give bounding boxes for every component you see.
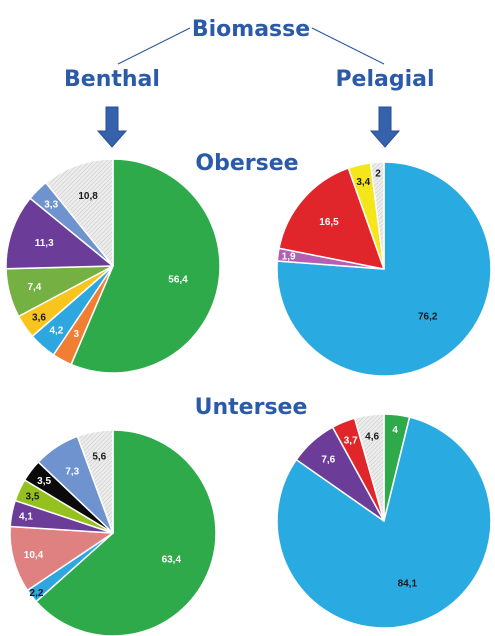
slice-value-label: 7,6 bbox=[321, 454, 335, 465]
pie-untersee-pelagial: 4 84,1 7,6 3,7 4,6 bbox=[276, 413, 492, 629]
pie-slice bbox=[76, 429, 114, 534]
label-obersee: Obersee bbox=[195, 151, 298, 176]
pie-slice bbox=[5, 197, 114, 270]
slice-value-label: 1,9 bbox=[282, 252, 296, 263]
slice-value-label: 10,4 bbox=[24, 550, 44, 561]
label-untersee: Untersee bbox=[195, 395, 308, 420]
slice-value-label: 3 bbox=[74, 329, 80, 340]
pie-slice bbox=[70, 158, 221, 374]
slice-value-label: 10,8 bbox=[78, 191, 98, 202]
slice-value-label: 3,5 bbox=[26, 492, 40, 503]
label-benthal: Benthal bbox=[64, 67, 160, 92]
slice-value-label: 63,4 bbox=[162, 555, 182, 566]
connector-line-right bbox=[311, 27, 385, 65]
slice-value-label: 16,5 bbox=[319, 217, 339, 228]
slice-value-label: 4,1 bbox=[19, 512, 33, 523]
pie-obersee-benthal: 56,4 3 4,23,6 7,4 11,3 3,3 10,8 bbox=[5, 158, 221, 374]
pie-slice bbox=[369, 161, 385, 270]
slice-value-label: 2,2 bbox=[30, 588, 44, 599]
slice-value-label: 4,6 bbox=[365, 432, 379, 443]
down-arrow-icon bbox=[369, 106, 401, 148]
slice-value-label: 3,7 bbox=[344, 435, 358, 446]
slice-value-label: 11,3 bbox=[35, 238, 54, 249]
down-arrow-icon bbox=[96, 106, 128, 148]
slice-value-label: 76,2 bbox=[418, 312, 438, 323]
slice-value-label: 5,6 bbox=[92, 451, 106, 462]
slice-value-label: 84,1 bbox=[398, 579, 418, 590]
pie-untersee-benthal: 63,4 2,2 10,4 4,1 3,5 3,5 7,3 5,6 bbox=[9, 429, 217, 636]
slice-value-label: 3,3 bbox=[44, 199, 58, 210]
title-biomasse: Biomasse bbox=[192, 17, 310, 42]
slice-value-label: 7,4 bbox=[27, 282, 41, 293]
connector-line-left bbox=[117, 27, 191, 65]
slice-value-label: 7,3 bbox=[65, 467, 79, 478]
slice-value-label: 2 bbox=[375, 168, 381, 179]
pie-obersee-pelagial: 76,2 1,9 16,5 3,4 2 bbox=[276, 161, 492, 377]
slice-value-label: 3,6 bbox=[32, 313, 46, 324]
pie-slice bbox=[276, 161, 492, 377]
pie-slice bbox=[278, 167, 385, 270]
slice-value-label: 4 bbox=[392, 425, 398, 436]
pie-slice bbox=[45, 158, 114, 267]
pie-slice bbox=[35, 429, 217, 636]
pie-slice bbox=[276, 416, 492, 629]
slice-value-label: 3,5 bbox=[37, 476, 51, 487]
pie-slice bbox=[353, 413, 385, 522]
slice-value-label: 4,2 bbox=[49, 326, 63, 337]
slice-value-label: 3,4 bbox=[356, 177, 370, 188]
slice-value-label: 56,4 bbox=[168, 275, 188, 286]
label-pelagial: Pelagial bbox=[335, 67, 434, 92]
